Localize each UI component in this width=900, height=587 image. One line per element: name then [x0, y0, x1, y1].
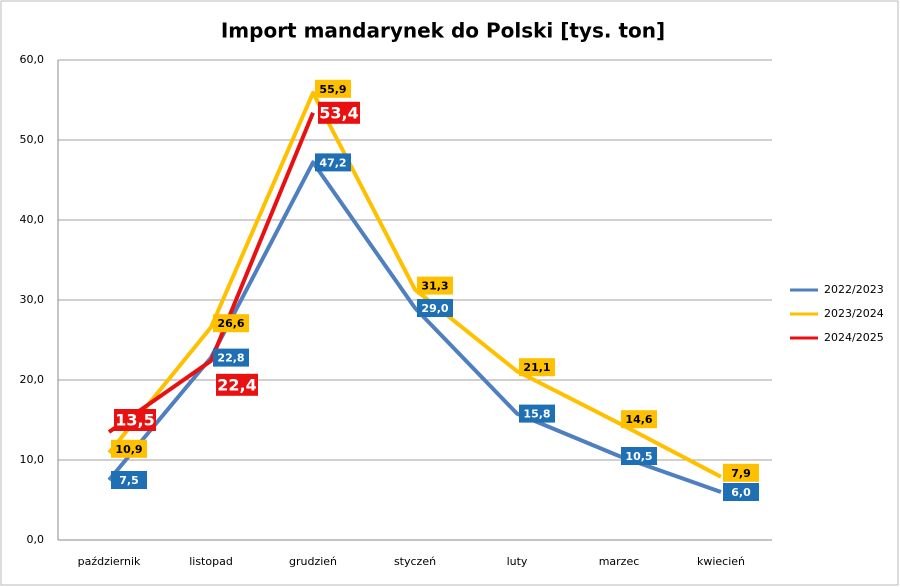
data-label-box — [318, 101, 360, 124]
data-label-box — [111, 471, 147, 489]
data-label: 22,8 — [217, 352, 244, 365]
data-label-box — [519, 404, 555, 423]
data-label: 31,3 — [421, 280, 448, 293]
x-tick-label: marzec — [599, 555, 640, 568]
data-label: 22,4 — [217, 375, 256, 394]
data-label-box — [723, 463, 759, 482]
data-label-box — [111, 439, 147, 458]
data-label-box — [723, 483, 759, 501]
data-label-box — [315, 79, 351, 98]
x-tick-label: listopad — [189, 555, 233, 568]
data-label-box — [417, 276, 453, 295]
y-tick-label: 40,0 — [20, 213, 45, 226]
y-tick-label: 0,0 — [27, 533, 45, 546]
y-tick-label: 50,0 — [20, 133, 45, 146]
data-label-box — [417, 299, 453, 317]
data-label: 26,6 — [217, 317, 244, 330]
data-label: 55,9 — [319, 83, 346, 96]
x-tick-label: grudzień — [289, 555, 337, 568]
y-tick-label: 10,0 — [20, 453, 45, 466]
data-label-box — [621, 447, 657, 465]
y-tick-label: 60,0 — [20, 53, 45, 66]
x-tick-label: październik — [78, 555, 141, 568]
data-label: 7,5 — [119, 474, 139, 487]
y-tick-label: 30,0 — [20, 293, 45, 306]
data-label-box — [213, 348, 249, 367]
legend-label: 2024/2025 — [824, 331, 884, 344]
data-label: 10,9 — [115, 443, 142, 456]
line-series — [107, 112, 315, 434]
chart-title: Import mandarynek do Polski [tys. ton] — [221, 19, 665, 43]
x-tick-label: kwiecień — [697, 555, 745, 568]
legend-label: 2023/2024 — [824, 307, 884, 320]
data-label: 7,9 — [731, 467, 751, 480]
data-label-box — [621, 410, 657, 429]
data-label-box — [216, 373, 258, 396]
data-label: 10,5 — [625, 450, 652, 463]
y-tick-label: 20,0 — [20, 373, 45, 386]
data-label: 14,6 — [625, 413, 652, 426]
x-tick-label: luty — [507, 555, 528, 568]
x-tick-label: styczeń — [394, 555, 436, 568]
line-series — [107, 90, 722, 479]
data-label: 13,5 — [115, 411, 154, 430]
data-label: 29,0 — [421, 302, 448, 315]
data-label: 15,8 — [523, 408, 550, 421]
data-label: 47,2 — [319, 156, 346, 169]
data-label-box — [315, 153, 351, 172]
data-label: 6,0 — [731, 486, 751, 499]
data-label-box — [114, 409, 156, 431]
data-label: 21,1 — [523, 361, 550, 374]
data-label: 53,4 — [319, 103, 358, 122]
data-label-box — [519, 358, 555, 377]
legend-label: 2022/2023 — [824, 283, 884, 296]
data-label-box — [213, 314, 249, 333]
